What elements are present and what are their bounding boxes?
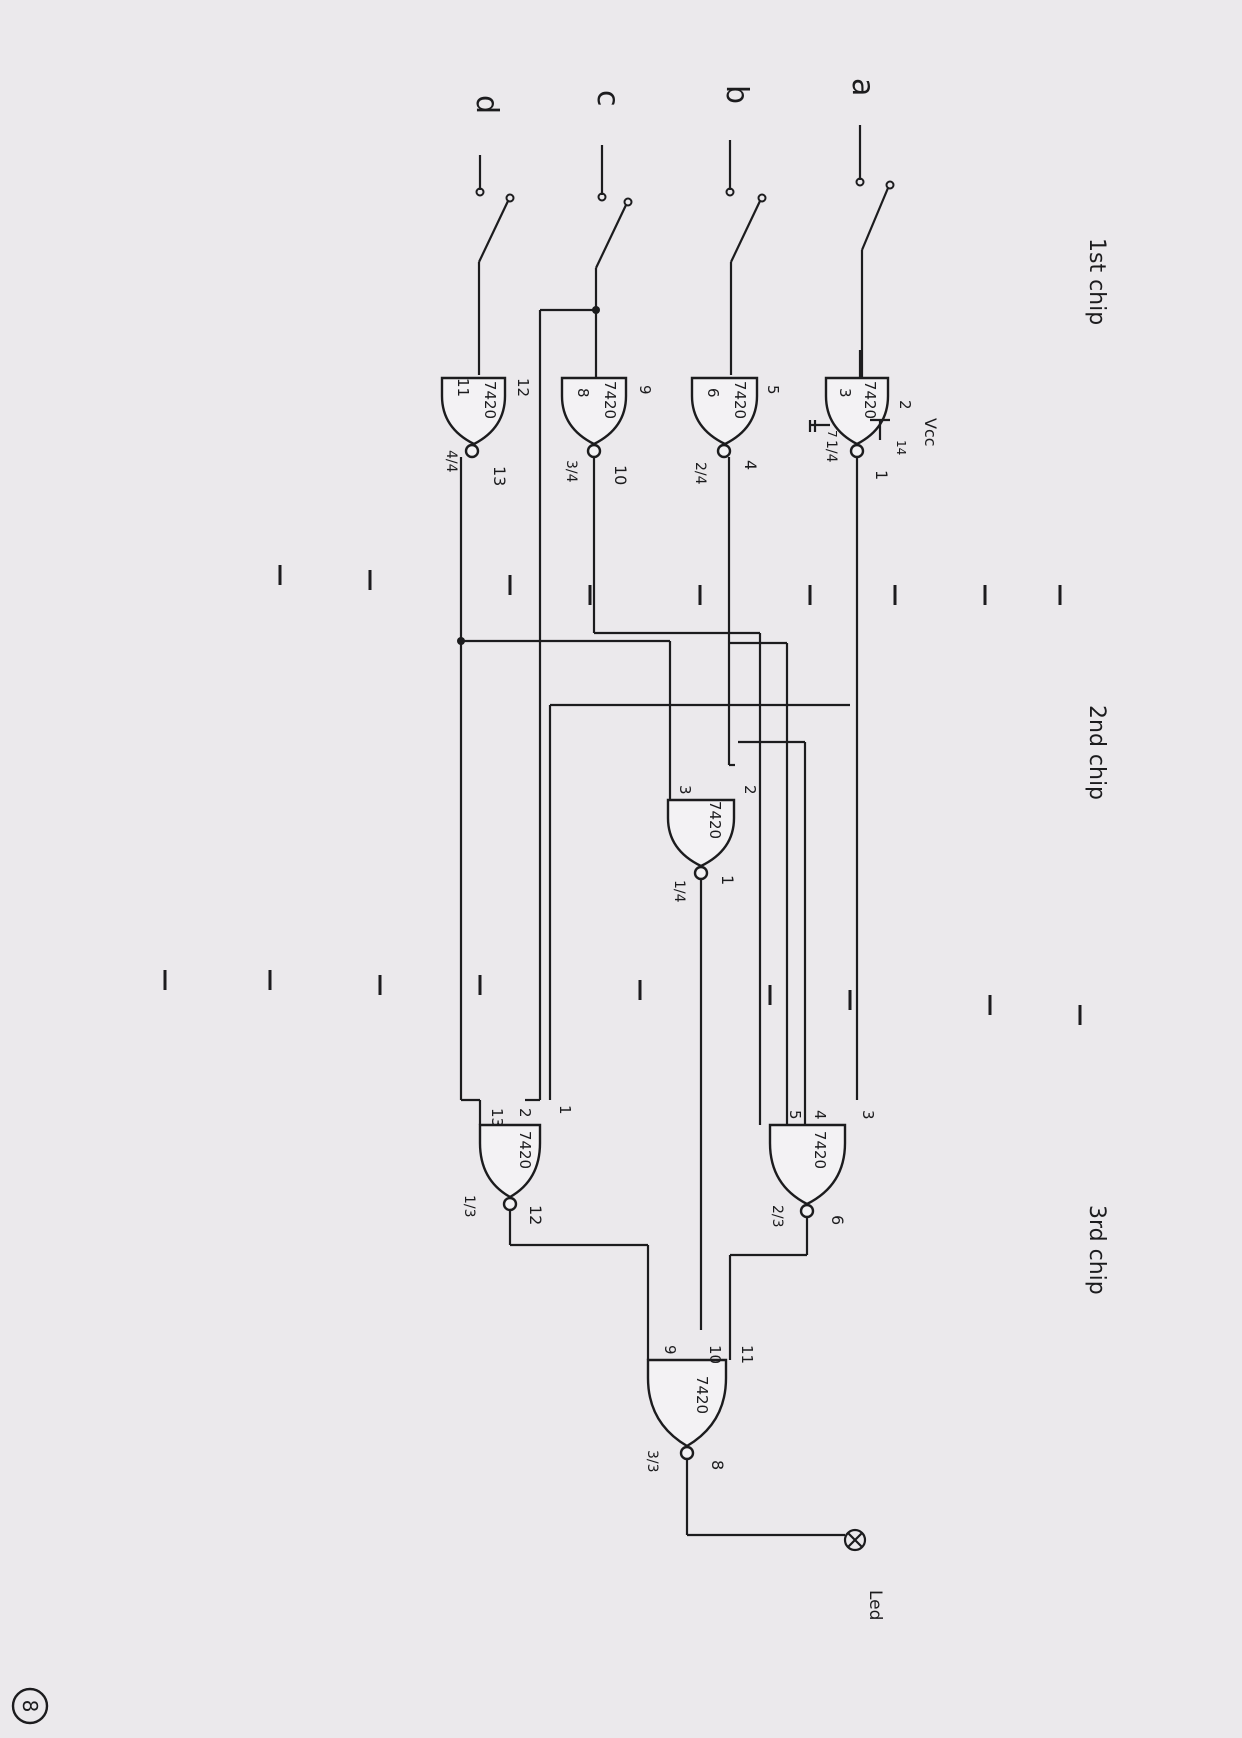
gnd-pin: 7 (825, 430, 839, 438)
chip1-gate-1: 7420 3 2 1 1/4 (823, 350, 914, 480)
unit-label: 1/3 (461, 1195, 477, 1218)
pin-label: 10 (611, 465, 630, 485)
gate-part: 7420 (601, 381, 619, 419)
chip1-gate-2: 7420 6 5 4 2/4 (690, 376, 782, 485)
input-d-label: d (469, 95, 504, 114)
unit-label: 4/4 (443, 450, 459, 473)
page-number: 8 (11, 1687, 49, 1725)
unit-label: 3/4 (563, 460, 579, 483)
led-output: Led (843, 1528, 885, 1620)
page-number-label: 8 (18, 1700, 42, 1713)
chip1-power: 14 Vcc 7 (808, 418, 940, 455)
gate-part: 7420 (706, 801, 724, 839)
pin-label: 3 (836, 388, 854, 398)
chip1-gate-4: 7420 11 12 13 4/4 (440, 376, 532, 486)
pin-label: 9 (661, 1345, 679, 1355)
pin-label: 13 (488, 1108, 506, 1127)
chip1-gate-3: 7420 8 9 10 3/4 (560, 376, 654, 485)
separator-chip1-chip2 (278, 565, 1062, 605)
vcc-pin: 14 (894, 440, 908, 455)
chip3-gate-3: 7420 11 10 9 8 3/3 (644, 1345, 845, 1537)
input-b-label: b (719, 85, 754, 104)
pin-label: 8 (708, 1460, 727, 1470)
gate-part: 7420 (481, 381, 499, 419)
pin-label: 1 (872, 470, 891, 480)
wires-chip1-out (457, 457, 859, 1125)
pin-label: 4 (811, 1110, 829, 1120)
pin-label: 3 (676, 785, 694, 795)
pin-label: 12 (526, 1205, 545, 1225)
gate-part: 7420 (693, 1376, 711, 1414)
chip1-label: 1st chip (1084, 238, 1109, 325)
chip3-gate-2: 7420 1 2 13 12 1/3 (461, 1098, 650, 1360)
switch-b (725, 140, 767, 375)
unit-label: 1/4 (671, 880, 687, 903)
switch-c (538, 145, 633, 1100)
pin-label: 10 (706, 1345, 724, 1364)
pin-label: 2 (741, 785, 759, 795)
pin-label: 2 (516, 1108, 534, 1118)
pin-label: 6 (828, 1215, 847, 1225)
pin-label: 11 (738, 1345, 756, 1364)
gate-part: 7420 (516, 1131, 534, 1169)
led-label: Led (865, 1590, 885, 1620)
pin-label: 12 (514, 378, 532, 397)
gate-part: 7420 (861, 381, 879, 419)
pin-label: 1 (718, 875, 737, 885)
switch-a (855, 125, 895, 378)
chip3-label: 3rd chip (1084, 1205, 1109, 1295)
unit-label: 2/4 (692, 462, 708, 485)
separator-chip2-chip3 (163, 970, 1082, 1025)
input-c-label: c (590, 90, 625, 107)
pin-label: 3 (859, 1110, 877, 1120)
pin-label: 6 (704, 388, 722, 398)
chip2-gate: 7420 3 2 1 1/4 (666, 785, 759, 1330)
vcc-label: Vcc (921, 418, 940, 447)
pin-label: 5 (764, 385, 782, 395)
pin-label: 13 (490, 466, 509, 486)
pin-label: 4 (741, 460, 760, 470)
chip3-gate-1: 7420 3 4 5 6 2/3 (728, 1110, 877, 1360)
pin-label: 1 (556, 1105, 574, 1115)
pin-label: 9 (636, 385, 654, 395)
unit-label: 1/4 (823, 440, 839, 463)
pin-label: 5 (786, 1110, 804, 1120)
gate-part: 7420 (811, 1131, 829, 1169)
pin-label: 11 (454, 378, 472, 397)
gate-part: 7420 (731, 381, 749, 419)
unit-label: 3/3 (644, 1450, 660, 1473)
pin-label: 2 (896, 400, 914, 410)
switch-d (475, 155, 515, 375)
input-a-label: a (845, 78, 880, 96)
unit-label: 2/3 (769, 1205, 785, 1228)
pin-label: 8 (574, 388, 592, 398)
chip2-label: 2nd chip (1084, 705, 1109, 800)
